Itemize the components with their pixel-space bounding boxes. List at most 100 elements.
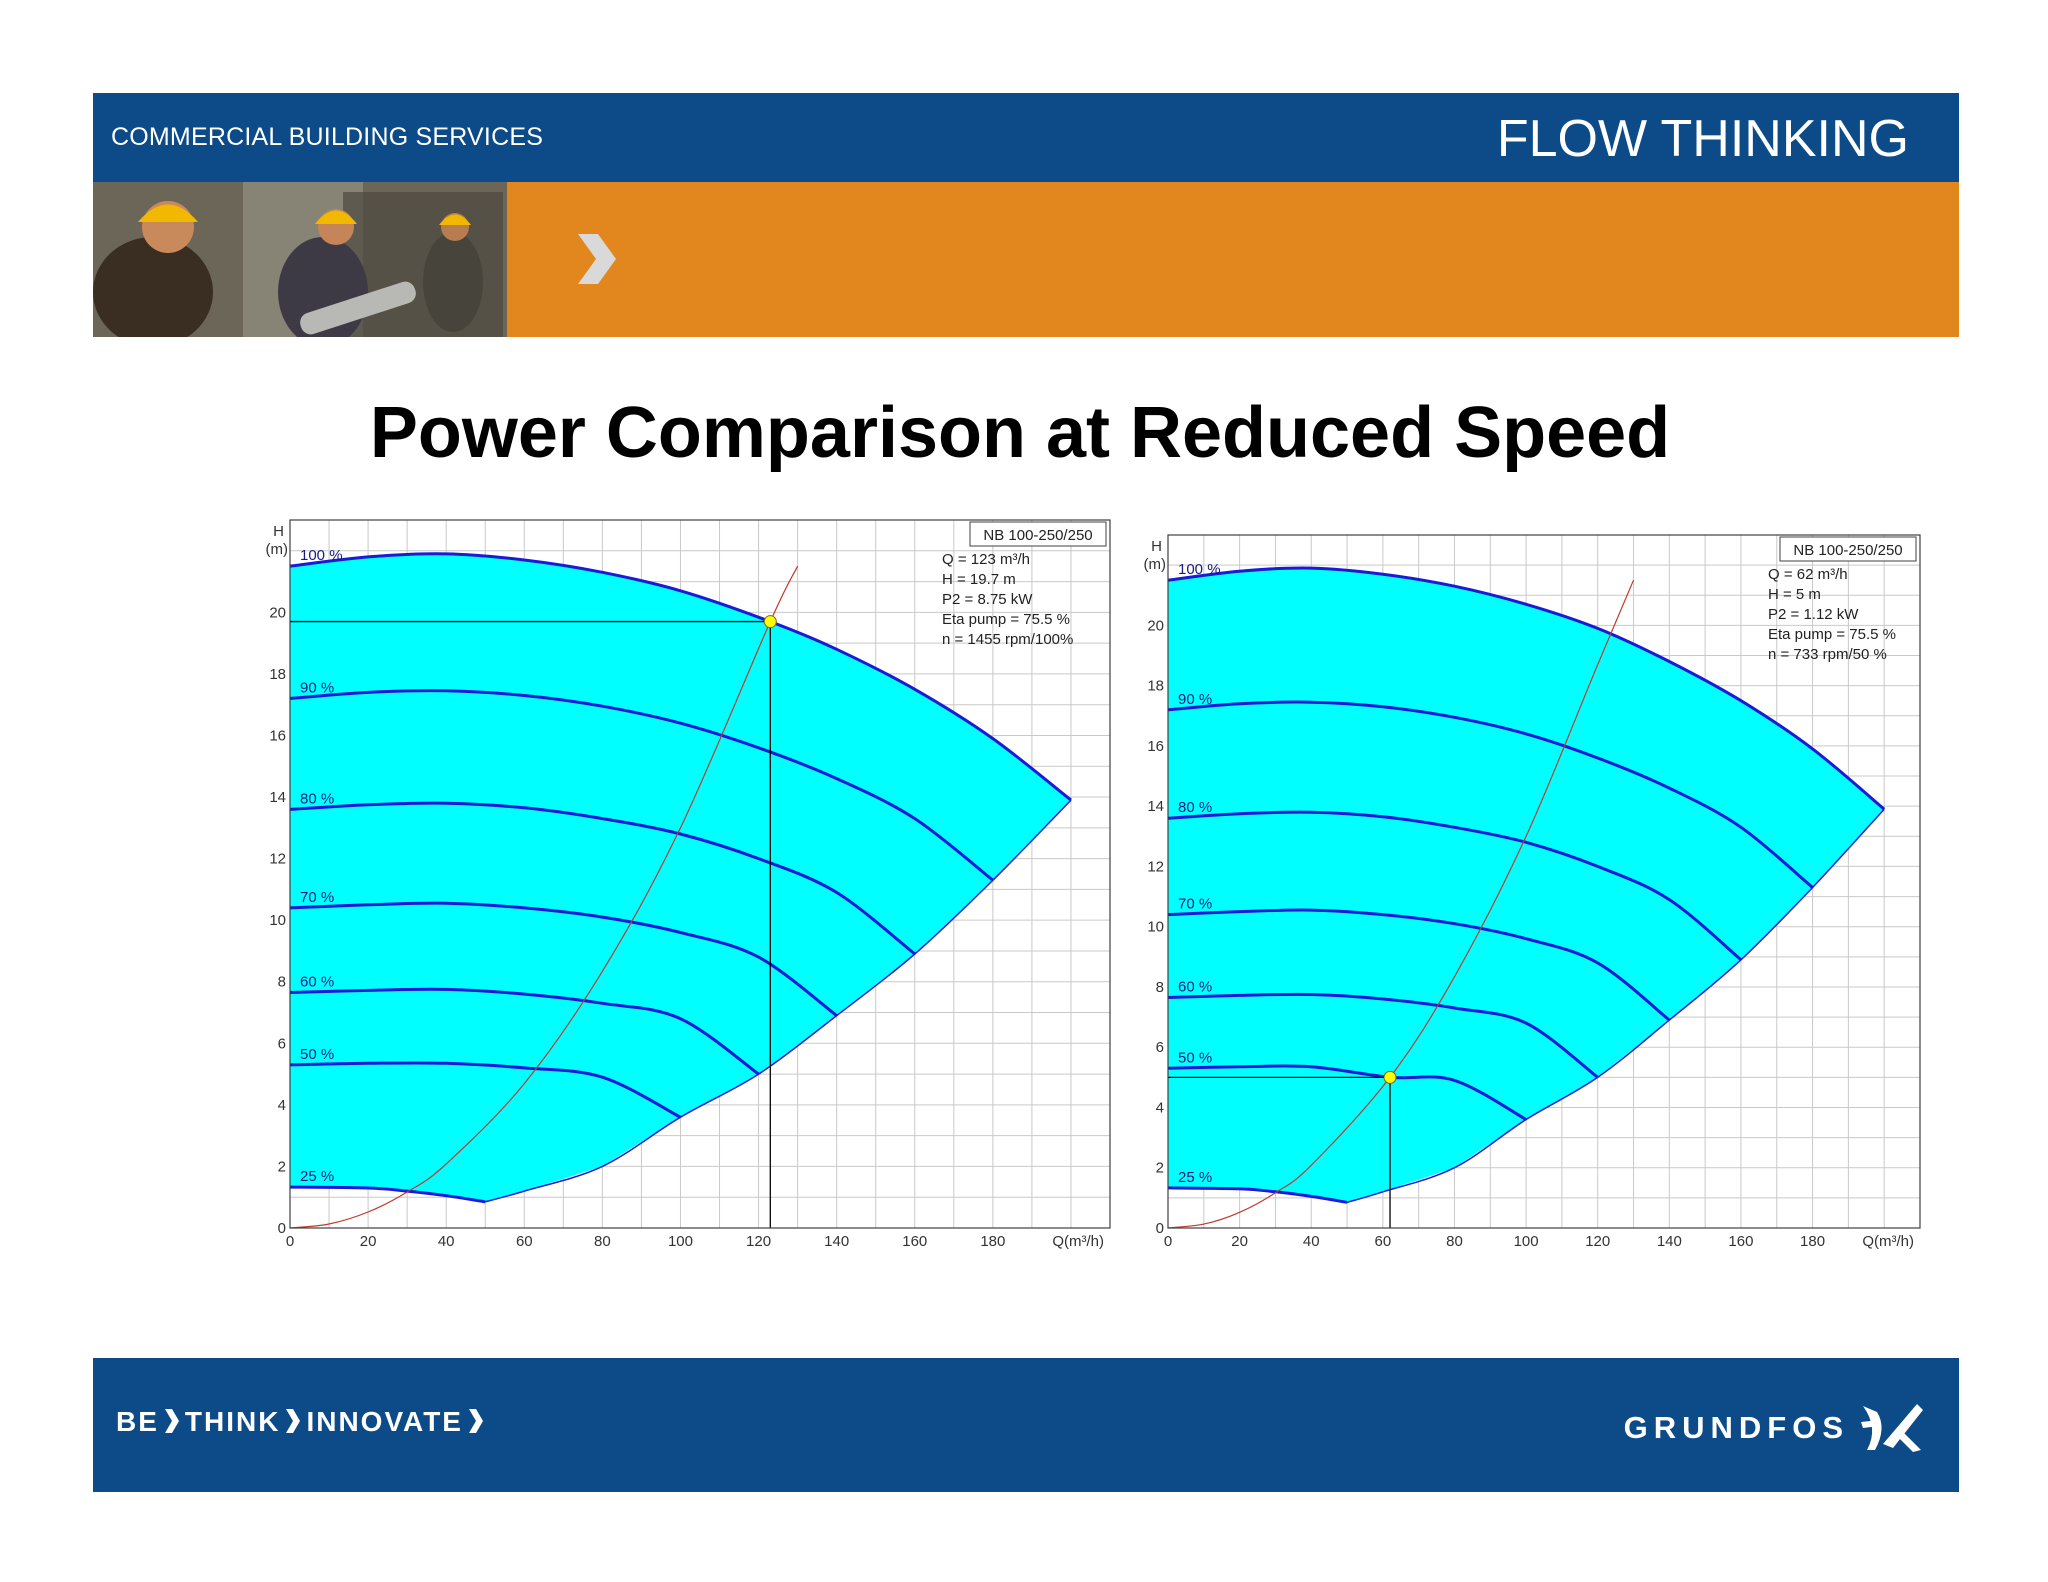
brand-wordmark: GRUNDFOS: [1623, 1410, 1849, 1445]
operating-info-line: Q = 123 m³/h: [942, 551, 1030, 568]
header-slogan: FLOW THINKING: [1496, 110, 1909, 168]
grundfos-logo-icon: [1861, 1404, 1923, 1452]
series-label: 50 %: [300, 1046, 334, 1063]
header-section-label: COMMERCIAL BUILDING SERVICES: [111, 123, 544, 151]
series-label: 90 %: [300, 680, 334, 697]
y-tick-label: 10: [269, 912, 286, 929]
series-label: 60 %: [300, 974, 334, 991]
pump-curve-line: [1167, 566, 1886, 811]
x-tick-label: 160: [902, 1233, 927, 1250]
chevron-right-icon: [286, 1409, 301, 1433]
series-label: 70 %: [300, 889, 334, 906]
x-tick-label: 140: [1657, 1233, 1682, 1250]
x-tick-label: 0: [1164, 1233, 1172, 1250]
series-label: 50 %: [1178, 1049, 1212, 1066]
operating-point-marker: [763, 615, 777, 629]
plot-frame: [1167, 534, 1921, 1229]
y-tick-label: 18: [1147, 678, 1164, 695]
workers-photo: [93, 182, 507, 337]
y-tick-label: 8: [1156, 979, 1164, 996]
pump-curve-line: [289, 901, 838, 1017]
y-tick-label: 4: [1156, 1099, 1164, 1116]
system-curve-line: [289, 565, 799, 1229]
footer-bar: BE THINK INNOVATE GRUNDFOS: [93, 1358, 1959, 1492]
pump-curve-line: [289, 801, 916, 956]
pump-curve-line: [1167, 810, 1742, 961]
y-tick-label: 20: [1147, 617, 1164, 634]
x-tick-label: 100: [668, 1233, 693, 1250]
operating-point-marker: [1383, 1070, 1397, 1084]
x-axis-label: Q(m³/h): [1862, 1233, 1914, 1250]
y-tick-label: 14: [1147, 798, 1164, 815]
operating-info-line: Q = 62 m³/h: [1768, 566, 1848, 583]
y-tick-label: 8: [278, 974, 286, 991]
series-label: 80 %: [300, 790, 334, 807]
series-label: 100 %: [1178, 561, 1221, 578]
x-tick-label: 100: [1514, 1233, 1539, 1250]
y-tick-label: 16: [269, 727, 286, 744]
x-tick-label: 140: [824, 1233, 849, 1250]
series-label: 60 %: [1178, 979, 1212, 996]
operating-info-line: H = 5 m: [1768, 586, 1821, 603]
y-tick-label: 12: [269, 851, 286, 868]
operating-range-fill: [1168, 568, 1885, 1203]
chevron-right-icon: [468, 1409, 483, 1433]
y-tick-label: 0: [1156, 1220, 1164, 1237]
pump-curve-chart-full-speed: 100 % 90 % 80 % 70 % 60 % 50 % 25 % 0 20 40 60 80 10…: [252, 515, 1112, 1253]
y-tick-label: 20: [269, 604, 286, 621]
envelope-min-line: [484, 799, 1072, 1203]
model-label: NB 100-250/250: [983, 527, 1092, 544]
operating-info-line: H = 19.7 m: [942, 571, 1016, 588]
x-tick-label: 80: [594, 1233, 611, 1250]
y-tick-label: 4: [278, 1097, 286, 1114]
pump-curve-chart-half-speed: 100 % 90 % 80 % 70 % 60 % 50 % 25 % 0 20 40 60 80 10…: [1128, 520, 1928, 1255]
chevron-right-icon: [578, 234, 616, 284]
y-tick-label: 14: [269, 789, 286, 806]
pump-curve-line: [289, 689, 994, 882]
pump-curve-line: [289, 552, 1072, 802]
y-tick-label: 16: [1147, 738, 1164, 755]
y-tick-label: 2: [278, 1158, 286, 1175]
model-label-box: [969, 521, 1107, 547]
pump-curve-line: [289, 1061, 682, 1119]
x-tick-label: 20: [1231, 1233, 1248, 1250]
envelope-min-line: [1346, 808, 1885, 1204]
pump-curve-line: [1167, 908, 1671, 1022]
series-label: 25 %: [300, 1168, 334, 1185]
model-label: NB 100-250/250: [1793, 542, 1902, 559]
series-label: 90 %: [1178, 691, 1212, 708]
plot-frame: [289, 519, 1111, 1229]
x-tick-label: 60: [1375, 1233, 1392, 1250]
x-tick-label: 180: [980, 1233, 1005, 1250]
x-tick-label: 120: [746, 1233, 771, 1250]
y-tick-label: 10: [1147, 919, 1164, 936]
x-axis-label: Q(m³/h): [1052, 1233, 1104, 1250]
y-tick-label: 18: [269, 666, 286, 683]
y-tick-label: 6: [1156, 1039, 1164, 1056]
pump-curve-line: [289, 987, 760, 1076]
header-bar: COMMERCIAL BUILDING SERVICES FLOW THINKI…: [93, 93, 1959, 182]
pump-curve-line: [1167, 992, 1599, 1079]
y-axis-label: H: [273, 523, 284, 540]
y-tick-label: 12: [1147, 858, 1164, 875]
operating-info-line: n = 1455 rpm/100%: [942, 631, 1073, 648]
y-axis-unit: (m): [1144, 556, 1167, 573]
pump-curve-line: [1167, 1186, 1348, 1204]
y-axis-label: H: [1151, 538, 1162, 555]
x-tick-label: 40: [1303, 1233, 1320, 1250]
x-tick-label: 60: [516, 1233, 533, 1250]
operating-info-line: Eta pump = 75.5 %: [942, 611, 1070, 628]
x-tick-label: 40: [438, 1233, 455, 1250]
pump-curve-line: [1167, 1064, 1527, 1121]
series-label: 25 %: [1178, 1169, 1212, 1186]
pump-curve-line: [289, 1185, 486, 1204]
page-title: Power Comparison at Reduced Speed: [369, 393, 1671, 473]
operating-range-fill: [290, 553, 1071, 1202]
x-tick-label: 180: [1800, 1233, 1825, 1250]
x-tick-label: 20: [360, 1233, 377, 1250]
pump-curve-line: [1167, 700, 1814, 889]
operating-info-line: P2 = 1.12 kW: [1768, 606, 1859, 623]
x-tick-label: 80: [1446, 1233, 1463, 1250]
operating-info-line: P2 = 8.75 kW: [942, 591, 1033, 608]
footer-tagline: BE THINK INNOVATE: [116, 1406, 485, 1438]
